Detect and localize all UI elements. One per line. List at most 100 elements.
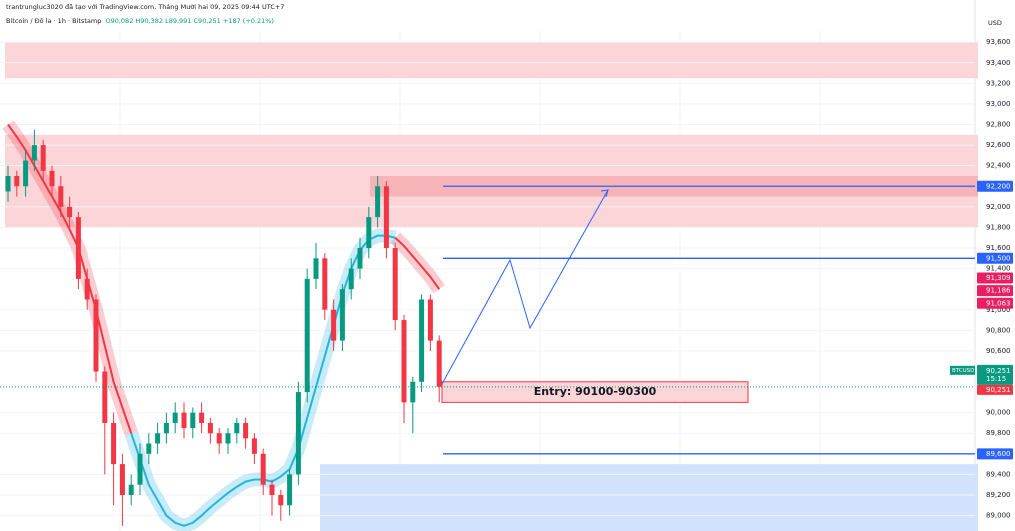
arrow-head <box>600 189 609 198</box>
candle-body <box>260 453 266 485</box>
y-tick-label: 93,000 <box>986 100 1011 108</box>
candle-body <box>287 474 293 506</box>
candle-body <box>199 412 205 423</box>
countdown-label: 15:15 <box>986 375 1006 383</box>
vertical-grid <box>119 30 821 531</box>
candle-body <box>278 494 284 506</box>
candle-body <box>14 175 20 187</box>
plot: 93,600 93,400 93,200 93,000 92,800 92,600 92,4… <box>0 38 1013 531</box>
indicator-label: 91,063 <box>986 299 1011 307</box>
candle-body <box>225 433 231 444</box>
indicator-badge <box>977 297 1013 309</box>
level-badge <box>977 252 1013 264</box>
candle-body <box>163 422 169 434</box>
candle-body <box>419 299 425 382</box>
candle-body <box>401 320 407 403</box>
currency: USD <box>988 19 1002 27</box>
y-tick-label: 92,600 <box>986 141 1011 149</box>
candle-body <box>207 422 213 434</box>
y-tick-label: 89,400 <box>986 470 1011 478</box>
candle-body <box>322 258 328 310</box>
candle-body <box>84 278 90 300</box>
candle-body <box>40 145 46 171</box>
symbol: Bitcoin / Đô la · 1h · Bitstamp <box>6 17 102 25</box>
y-tick-label: 91,800 <box>986 223 1011 231</box>
y-tick-label: 90,800 <box>986 326 1011 334</box>
y-tick-label: 89,200 <box>986 491 1011 499</box>
candle-body <box>146 443 152 454</box>
zone <box>5 42 978 79</box>
level-label: 91,500 <box>986 254 1011 262</box>
level-label: 92,200 <box>986 182 1011 190</box>
y-tick-label: 90,000 <box>986 409 1011 417</box>
indicator-label: 91,186 <box>986 287 1011 295</box>
candle-body <box>102 371 108 423</box>
candle-body <box>58 186 64 207</box>
candle-body <box>181 412 187 429</box>
y-tick-label: 92,000 <box>986 203 1011 211</box>
candle-body <box>410 381 416 403</box>
y-tick-label: 92,400 <box>986 162 1011 170</box>
candle-body <box>75 217 81 279</box>
candle-body <box>313 258 319 279</box>
indicator-label: 91,309 <box>986 274 1011 282</box>
candle-body <box>366 217 372 249</box>
projection-arrow <box>441 189 609 385</box>
candle-body <box>427 299 433 341</box>
last-price-label: 90,251 <box>986 367 1011 375</box>
entry-box <box>441 381 749 403</box>
candle-body <box>375 186 381 218</box>
indicator-badge <box>977 285 1013 297</box>
candle-body <box>348 268 354 290</box>
y-tick-label: 91,600 <box>986 244 1011 252</box>
candle-body <box>383 186 389 249</box>
symbol-badge <box>950 365 975 375</box>
candle-body <box>304 278 310 393</box>
candle-body <box>128 484 134 495</box>
close-price-label: 90,251 <box>986 386 1011 394</box>
candle-body <box>111 422 117 465</box>
level-badge <box>977 180 1013 192</box>
candle-body <box>67 206 73 218</box>
y-tick-label: 91,000 <box>986 306 1011 314</box>
ohlc: O90,082 H90,382 L89,991 C90,251 +187 (+0… <box>105 17 274 25</box>
close-price-badge <box>977 384 1013 395</box>
candle-body <box>23 160 29 187</box>
candle-body <box>155 433 161 444</box>
candle-body <box>137 453 143 485</box>
y-tick-label: 93,200 <box>986 79 1011 87</box>
candle-body <box>251 438 257 454</box>
y-tick-label: 89,000 <box>986 512 1011 520</box>
candle-body <box>31 145 37 161</box>
y-tick-label: 93,400 <box>986 59 1011 67</box>
y-tick-label: 90,600 <box>986 347 1011 355</box>
candle-body <box>5 175 11 192</box>
indicator-badge <box>977 272 1013 284</box>
last-price-badge <box>977 364 1013 385</box>
candle-body <box>392 248 398 321</box>
candle-body <box>339 289 345 341</box>
candle-body <box>119 464 125 495</box>
candle-body <box>269 484 275 495</box>
zone <box>320 464 978 531</box>
candle-body <box>190 412 196 429</box>
entry-label: Entry: 90100-90300 <box>534 385 657 398</box>
y-tick-label: 91,400 <box>986 265 1011 273</box>
candle-body <box>49 170 55 187</box>
symbol-label: BTCUSD <box>952 368 974 374</box>
y-tick-label: 92,800 <box>986 121 1011 129</box>
candle-body <box>357 248 363 269</box>
y-tick-label: 89,800 <box>986 429 1011 437</box>
level-badge <box>977 448 1013 460</box>
level-label: 89,600 <box>986 450 1011 458</box>
symbol-line: Bitcoin / Đô la · 1h · Bitstamp O90,082 … <box>6 17 274 25</box>
candle-body <box>93 299 99 372</box>
candle-body <box>436 340 442 387</box>
attribution: trantrungluc3020 đã tạo với TradingView.… <box>6 3 285 11</box>
candle-body <box>331 309 337 341</box>
candle-body <box>243 422 249 439</box>
candle-body <box>295 392 301 475</box>
candle-body <box>234 422 240 434</box>
